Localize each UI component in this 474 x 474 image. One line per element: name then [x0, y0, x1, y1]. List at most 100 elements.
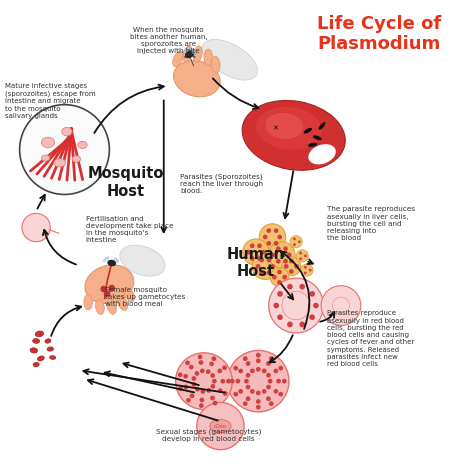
Ellipse shape [313, 136, 322, 140]
Text: When the mosquito
bites another human,
sporozoites are
injected with bite: When the mosquito bites another human, s… [130, 27, 207, 55]
Text: oOoo: oOoo [214, 424, 227, 428]
Circle shape [236, 379, 240, 383]
Circle shape [262, 369, 266, 374]
Circle shape [212, 379, 217, 383]
Circle shape [256, 353, 261, 357]
Circle shape [246, 396, 250, 401]
Ellipse shape [211, 56, 220, 73]
Circle shape [293, 237, 296, 240]
Circle shape [277, 314, 283, 320]
Circle shape [226, 379, 231, 383]
Ellipse shape [41, 155, 50, 161]
Circle shape [273, 303, 279, 309]
Circle shape [273, 389, 278, 394]
Circle shape [277, 291, 283, 297]
Ellipse shape [256, 107, 322, 150]
Circle shape [299, 252, 302, 255]
Circle shape [250, 389, 255, 394]
Circle shape [301, 264, 313, 276]
Circle shape [238, 369, 243, 374]
Circle shape [263, 235, 267, 239]
Circle shape [190, 393, 194, 398]
Circle shape [267, 270, 271, 275]
Circle shape [257, 256, 262, 261]
Circle shape [199, 403, 204, 408]
Circle shape [223, 391, 228, 396]
Circle shape [252, 253, 279, 280]
Circle shape [22, 213, 50, 242]
Ellipse shape [124, 288, 135, 301]
Circle shape [183, 384, 188, 389]
Circle shape [200, 398, 204, 402]
Circle shape [250, 244, 255, 248]
Circle shape [259, 224, 286, 250]
Circle shape [283, 259, 288, 264]
Circle shape [269, 356, 273, 361]
Text: Female mosquito
takes up gametocytes
with blood meal: Female mosquito takes up gametocytes wit… [105, 287, 185, 307]
Ellipse shape [304, 128, 312, 134]
Ellipse shape [118, 296, 128, 310]
Circle shape [100, 286, 107, 292]
Circle shape [269, 242, 295, 268]
Circle shape [210, 373, 215, 378]
Text: Parasites reproduce
asexually in red blood
cells, bursting the red
blood cells a: Parasites reproduce asexually in red blo… [327, 310, 414, 367]
Ellipse shape [309, 144, 336, 164]
Circle shape [206, 369, 210, 374]
Text: Mature infective stages
(sporozoites) escape from
intestine and migrate
to the m: Mature infective stages (sporozoites) es… [5, 83, 96, 119]
Circle shape [199, 360, 203, 365]
Ellipse shape [85, 265, 134, 304]
Circle shape [233, 392, 238, 397]
Circle shape [313, 303, 319, 309]
Circle shape [300, 321, 305, 327]
Circle shape [266, 361, 271, 366]
Circle shape [201, 389, 205, 394]
Ellipse shape [37, 356, 44, 361]
Circle shape [262, 389, 266, 394]
Circle shape [209, 362, 214, 366]
Circle shape [222, 365, 227, 370]
Circle shape [256, 391, 261, 395]
Circle shape [332, 297, 349, 314]
Circle shape [277, 280, 282, 285]
Circle shape [211, 356, 216, 361]
Circle shape [206, 388, 211, 393]
Ellipse shape [114, 258, 119, 262]
Circle shape [277, 235, 282, 239]
Ellipse shape [182, 46, 192, 62]
Circle shape [284, 264, 289, 269]
Ellipse shape [308, 143, 317, 147]
Circle shape [300, 284, 305, 290]
Circle shape [183, 374, 188, 379]
Circle shape [250, 369, 255, 374]
Circle shape [189, 365, 194, 369]
Text: Human
Host: Human Host [227, 247, 285, 279]
Circle shape [259, 270, 264, 275]
Circle shape [270, 264, 275, 269]
Circle shape [310, 291, 315, 297]
Ellipse shape [173, 51, 183, 66]
Circle shape [243, 239, 269, 265]
Circle shape [283, 275, 287, 280]
Ellipse shape [185, 50, 194, 58]
Text: Life Cycle of
Plasmodium: Life Cycle of Plasmodium [317, 15, 441, 53]
Circle shape [257, 244, 262, 248]
Text: The parasite reproduces
asexually in liver cells,
bursting the cell and
releasin: The parasite reproduces asexually in liv… [327, 206, 415, 241]
Ellipse shape [50, 356, 56, 359]
Circle shape [278, 366, 283, 371]
Ellipse shape [30, 348, 37, 353]
Circle shape [289, 259, 294, 264]
Ellipse shape [45, 339, 51, 343]
Circle shape [230, 379, 235, 383]
Circle shape [261, 250, 265, 255]
Circle shape [218, 368, 222, 373]
Circle shape [272, 275, 277, 280]
Circle shape [256, 405, 261, 410]
Circle shape [298, 240, 301, 243]
Circle shape [266, 396, 271, 401]
Text: ✕: ✕ [272, 125, 278, 131]
Circle shape [233, 366, 238, 371]
Circle shape [255, 264, 260, 269]
Circle shape [290, 236, 302, 248]
Circle shape [287, 321, 293, 327]
Circle shape [246, 385, 250, 390]
